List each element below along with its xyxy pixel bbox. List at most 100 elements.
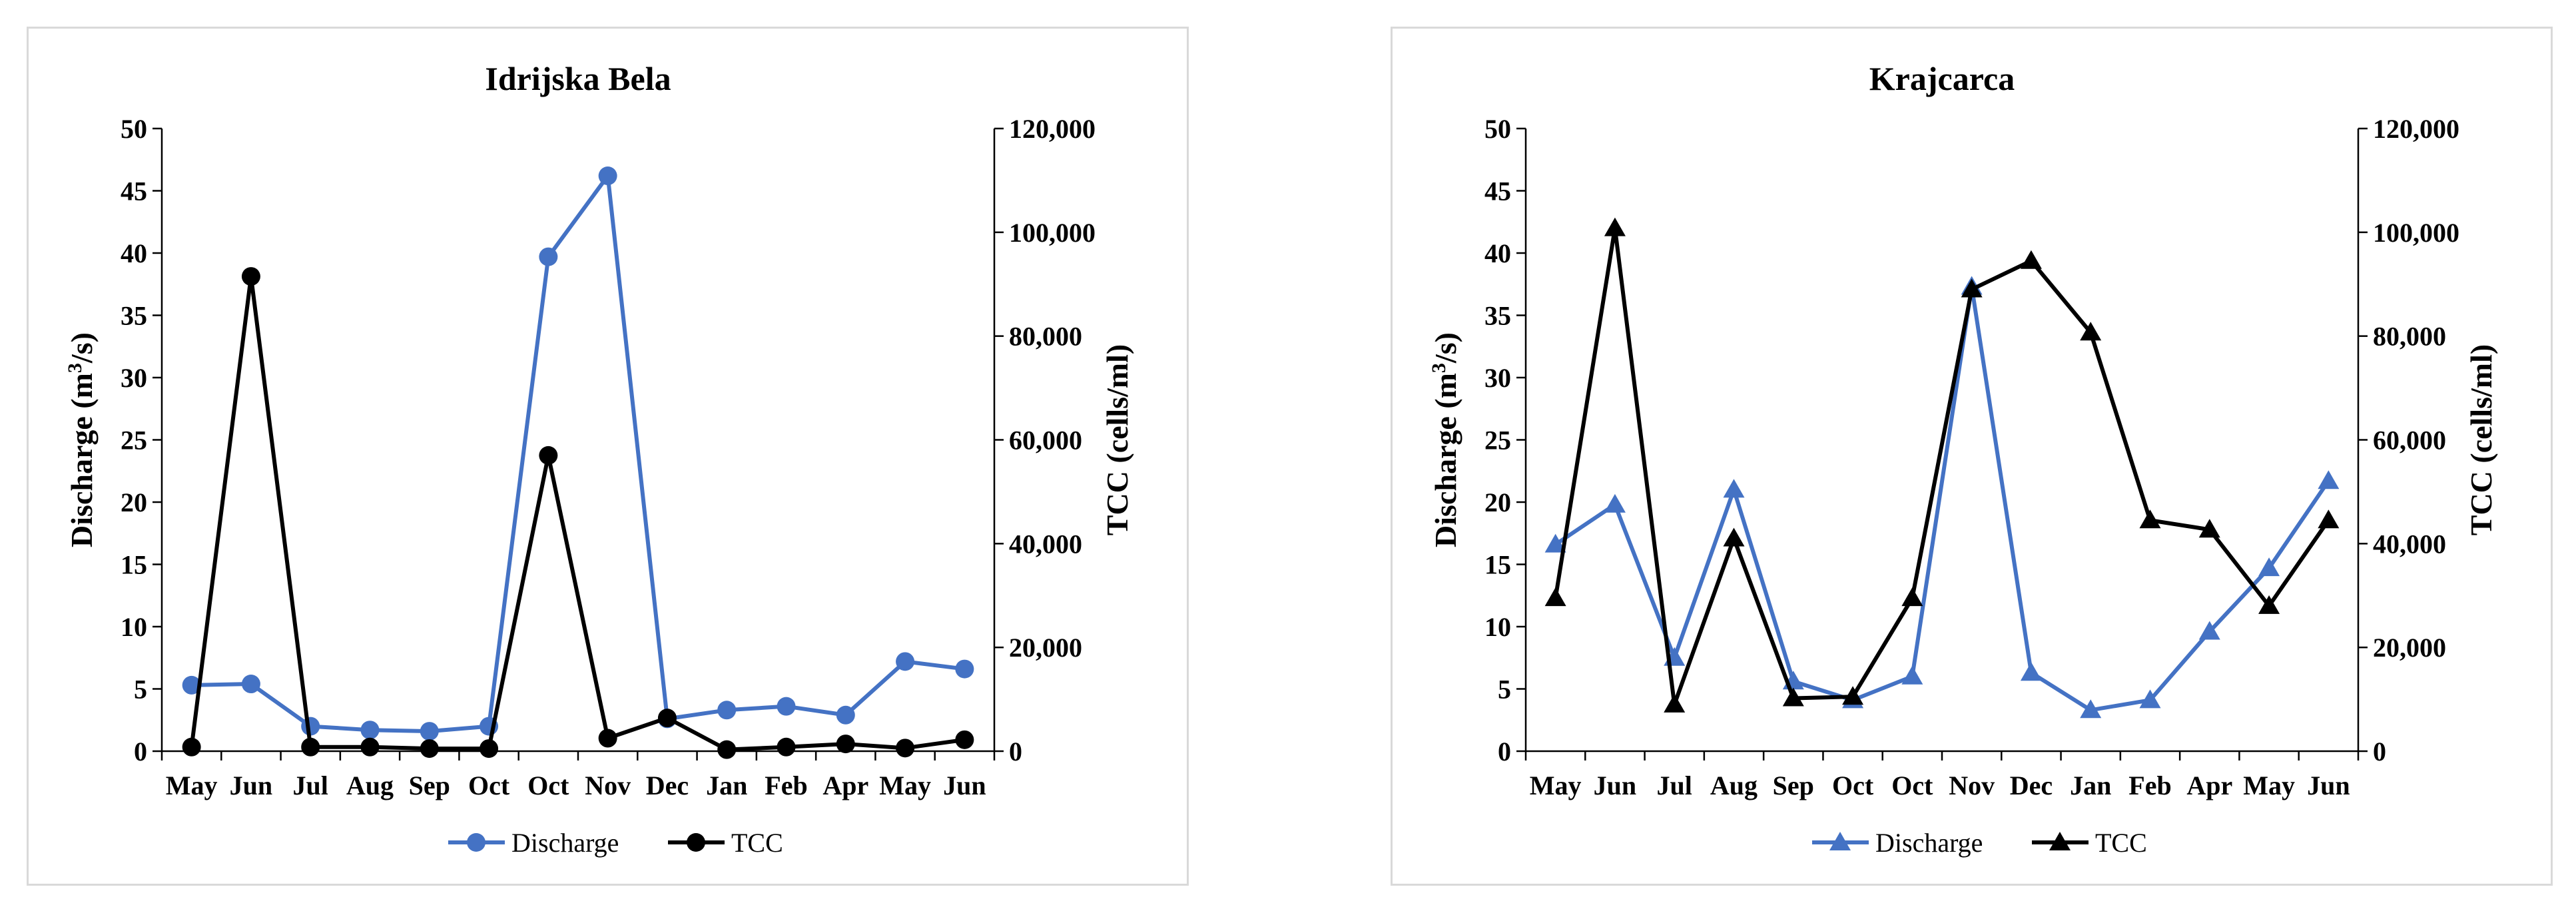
data-point-discharge	[2318, 470, 2340, 489]
x-tick-label: Jun	[230, 770, 273, 800]
x-tick-label: Dec	[2010, 770, 2053, 800]
series-discharge	[1544, 276, 2340, 719]
x-tick-label: Jan	[2070, 770, 2111, 800]
data-point-tcc	[1842, 686, 1864, 705]
y-axis-title-unit: /s)	[1429, 332, 1462, 364]
x-tick-label: Apr	[2186, 770, 2232, 800]
data-point-tcc	[1901, 587, 1923, 607]
series-line-discharge	[191, 174, 965, 734]
y-tick-label: 45	[121, 176, 147, 206]
series-tcc	[182, 267, 974, 759]
series-line-tcc	[1553, 226, 2330, 707]
y-tick-label: 15	[1484, 550, 1511, 580]
data-point-tcc	[2258, 595, 2280, 614]
x-tick-label: Jun	[2307, 770, 2350, 800]
y2-tick-label: 0	[1009, 737, 1022, 766]
y-axis-title-superscript: 3	[64, 363, 86, 373]
data-point-discharge	[1604, 493, 1626, 513]
data-point-tcc	[241, 267, 260, 286]
series-discharge	[182, 166, 974, 741]
x-tick-label: Apr	[822, 770, 868, 800]
y-axis-title-text: Discharge (m	[65, 373, 99, 547]
data-point-discharge	[420, 722, 439, 741]
series-tcc	[1544, 217, 2340, 713]
series-line-tcc	[189, 274, 965, 752]
x-tick-label: Nov	[1949, 770, 1995, 800]
data-point-tcc	[2080, 322, 2102, 341]
data-point-tcc	[896, 739, 915, 758]
legend-label: TCC	[731, 828, 783, 858]
y2-axis-title: TCC (cells/ml)	[1100, 344, 1134, 535]
x-tick-label: Dec	[646, 770, 689, 800]
legend-marker	[1829, 832, 1851, 850]
data-point-tcc	[777, 737, 796, 757]
data-point-discharge	[182, 675, 201, 695]
data-point-tcc	[836, 735, 855, 754]
legend: Discharge TCC	[448, 828, 783, 858]
x-tick-label: Sep	[409, 770, 450, 800]
x-tick-label: Oct	[1891, 770, 1933, 800]
data-point-discharge	[1544, 533, 1566, 553]
y-tick-label: 50	[121, 114, 147, 144]
x-tick-label: Oct	[1832, 770, 1874, 800]
x-tick-label: Jan	[706, 770, 747, 800]
data-point-discharge	[896, 652, 915, 671]
y2-tick-label: 0	[2373, 737, 2386, 766]
y-axis-title-text: Discharge (m	[1429, 373, 1462, 547]
data-point-tcc	[1723, 527, 1745, 547]
data-point-discharge	[717, 701, 737, 720]
data-point-discharge	[1723, 479, 1745, 498]
data-point-discharge	[836, 705, 855, 725]
chart-svg: Krajcarca 0 5 10 15 20 25 30 35 40 45 50 0 20,000 40,0…	[1428, 60, 2498, 858]
data-point-tcc	[2318, 509, 2340, 529]
data-point-tcc	[539, 446, 558, 465]
data-point-tcc	[1782, 687, 1804, 707]
y2-tick-label: 100,000	[2373, 218, 2459, 248]
x-tick-label: Jul	[1657, 770, 1692, 800]
legend-marker	[687, 833, 705, 852]
y-axis-title-unit: /s)	[65, 332, 99, 364]
y2-tick-label: 40,000	[1009, 529, 1082, 559]
x-tick-label: Jul	[293, 770, 328, 800]
y2-tick-label: 60,000	[2373, 426, 2446, 456]
data-point-discharge	[2139, 689, 2161, 709]
chart-title: Idrijska Bela	[485, 60, 671, 97]
x-tick-label: Nov	[585, 770, 631, 800]
y-axis-title: Discharge (m3/s)	[64, 332, 99, 547]
x-tick-label: Feb	[2128, 770, 2171, 800]
data-point-tcc	[955, 730, 974, 749]
chart-krajcarca: Krajcarca 0 5 10 15 20 25 30 35 40 45 50 0 20,000 40,0…	[1391, 27, 2553, 886]
y2-tick-label: 40,000	[2373, 529, 2446, 559]
y2-tick-label: 120,000	[2373, 114, 2459, 144]
data-point-tcc	[2020, 250, 2042, 269]
data-point-tcc	[657, 709, 677, 728]
data-point-discharge	[1901, 665, 1923, 685]
x-tick-label: May	[879, 770, 931, 800]
y-tick-label: 5	[1498, 675, 1511, 705]
data-point-tcc	[1961, 278, 1983, 298]
chart-title: Krajcarca	[1869, 60, 2015, 97]
data-point-discharge	[598, 166, 617, 186]
x-tick-label: Jun	[1594, 770, 1637, 800]
data-point-tcc	[598, 729, 617, 748]
data-point-discharge	[955, 659, 974, 679]
data-point-tcc	[1544, 587, 1566, 607]
y2-tick-label: 120,000	[1009, 114, 1096, 144]
chart-svg: Idrijska Bela 0 5 10 15 20 25 30 35 40 45 50 0 20,000…	[64, 60, 1134, 858]
data-point-tcc	[182, 737, 201, 757]
y2-tick-label: 60,000	[1009, 426, 1082, 456]
y-tick-label: 15	[121, 550, 147, 580]
data-point-tcc	[420, 739, 439, 759]
y2-axis-title: TCC (cells/ml)	[2464, 344, 2498, 535]
x-tick-label: Feb	[765, 770, 807, 800]
legend-label: Discharge	[511, 828, 619, 858]
x-tick-label: May	[166, 770, 218, 800]
y-tick-label: 10	[121, 612, 147, 642]
y-tick-label: 40	[121, 238, 147, 268]
x-tick-label: May	[1530, 770, 1582, 800]
data-point-tcc	[480, 739, 499, 759]
legend-label: TCC	[2095, 828, 2147, 858]
data-point-tcc	[301, 737, 320, 757]
legend-label: Discharge	[1875, 828, 1983, 858]
x-tick-label: Jun	[943, 770, 986, 800]
